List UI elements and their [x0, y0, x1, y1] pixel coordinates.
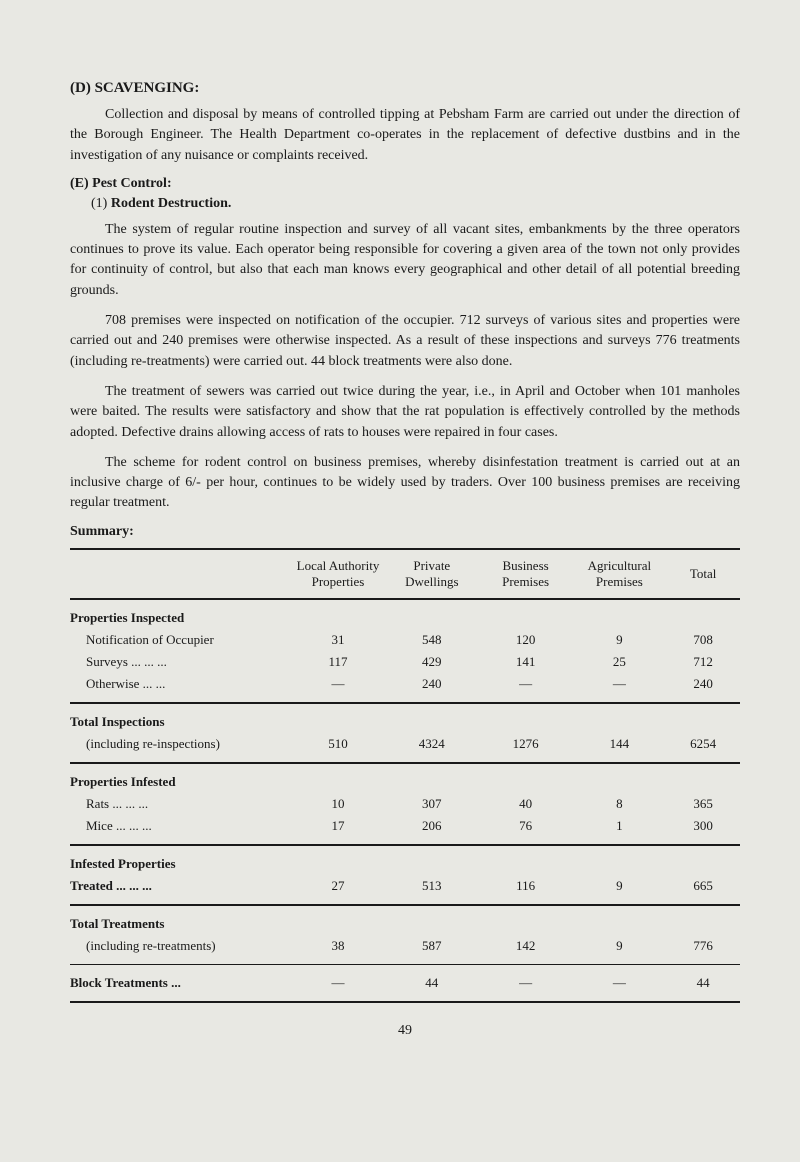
table-row: Notification of Occupier 315481209708: [70, 629, 740, 651]
table-row: Otherwise ... ... —240——240: [70, 673, 740, 703]
section-d-heading: (D) SCAVENGING:: [70, 80, 740, 97]
table-row: (including re-inspections) 5104324127614…: [70, 733, 740, 763]
summary-label: Summary:: [70, 524, 740, 540]
section-e-sub1: (1) Rodent Destruction.: [70, 196, 740, 212]
section-d-para1: Collection and disposal by means of cont…: [70, 105, 740, 166]
col-header-private: Private Dwellings: [385, 549, 479, 599]
summary-table: Local Authority Properties Private Dwell…: [70, 548, 740, 1003]
group-title: Properties Inspected: [70, 599, 740, 629]
col-header-local: Local Authority Properties: [291, 549, 385, 599]
table-row: Surveys ... ... ... 11742914125712: [70, 651, 740, 673]
table-row: Block Treatments ... —44——44: [70, 964, 740, 1002]
table-row: Mice ... ... ... 17206761300: [70, 815, 740, 845]
section-e-para3: The treatment of sewers was carried out …: [70, 382, 740, 443]
group-title: Infested Properties: [70, 845, 740, 875]
section-e-para2: 708 premises were inspected on notificat…: [70, 311, 740, 372]
table-row: (including re-treatments) 385871429776: [70, 935, 740, 965]
group-title: Properties Infested: [70, 763, 740, 793]
section-e-heading: (E) Pest Control:: [70, 176, 740, 192]
table-row: Rats ... ... ... 10307408365: [70, 793, 740, 815]
col-header-total: Total: [666, 549, 740, 599]
page-number: 49: [70, 1023, 740, 1039]
section-e-para4: The scheme for rodent control on busines…: [70, 453, 740, 514]
group-title: Total Inspections: [70, 703, 740, 733]
col-header-agri: Agricultural Premises: [572, 549, 666, 599]
group-title: Total Treatments: [70, 905, 740, 935]
table-row: Treated ... ... ... 275131169665: [70, 875, 740, 905]
section-e-para1: The system of regular routine inspection…: [70, 220, 740, 301]
col-header-business: Business Premises: [479, 549, 573, 599]
